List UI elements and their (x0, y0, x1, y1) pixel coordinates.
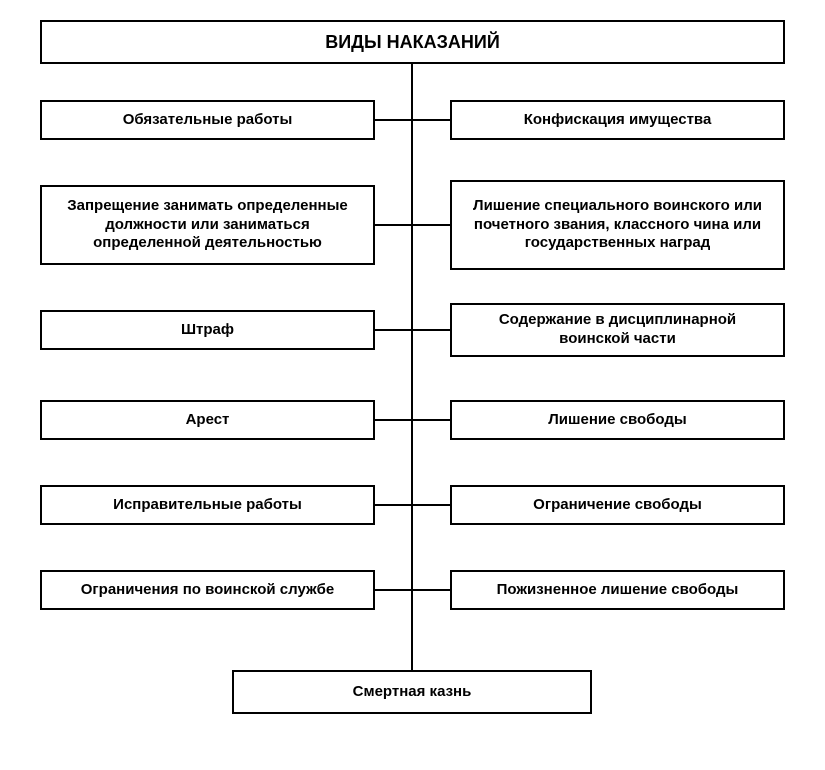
connector-line (412, 504, 450, 506)
connector-line (412, 119, 450, 121)
left-node-2: Штраф (40, 310, 375, 350)
right-node-3: Лишение свободы (450, 400, 785, 440)
left-node-1: Запрещение занимать определенные должнос… (40, 185, 375, 265)
left-node-4: Исправительные работы (40, 485, 375, 525)
connector-line (375, 224, 412, 226)
title-box: ВИДЫ НАКАЗАНИЙ (40, 20, 785, 64)
connector-line (375, 504, 412, 506)
connector-line (375, 119, 412, 121)
right-node-1: Лишение специального воинского или почет… (450, 180, 785, 270)
diagram-canvas: ВИДЫ НАКАЗАНИЙ Обязательные работы Конфиск… (0, 0, 825, 770)
bottom-node: Смертная казнь (232, 670, 592, 714)
right-node-5: Пожизненное лишение свободы (450, 570, 785, 610)
connector-line (412, 224, 450, 226)
connector-line (412, 419, 450, 421)
connector-line (375, 419, 412, 421)
connector-line (375, 329, 412, 331)
right-node-2: Содержание в дисциплинарной воинской час… (450, 303, 785, 357)
left-node-3: Арест (40, 400, 375, 440)
right-node-4: Ограничение свободы (450, 485, 785, 525)
right-node-0: Конфискация имущества (450, 100, 785, 140)
left-node-0: Обязательные работы (40, 100, 375, 140)
connector-line (412, 589, 450, 591)
connector-line (375, 589, 412, 591)
connector-line (412, 329, 450, 331)
left-node-5: Ограничения по воинской службе (40, 570, 375, 610)
connector-line (411, 64, 413, 670)
